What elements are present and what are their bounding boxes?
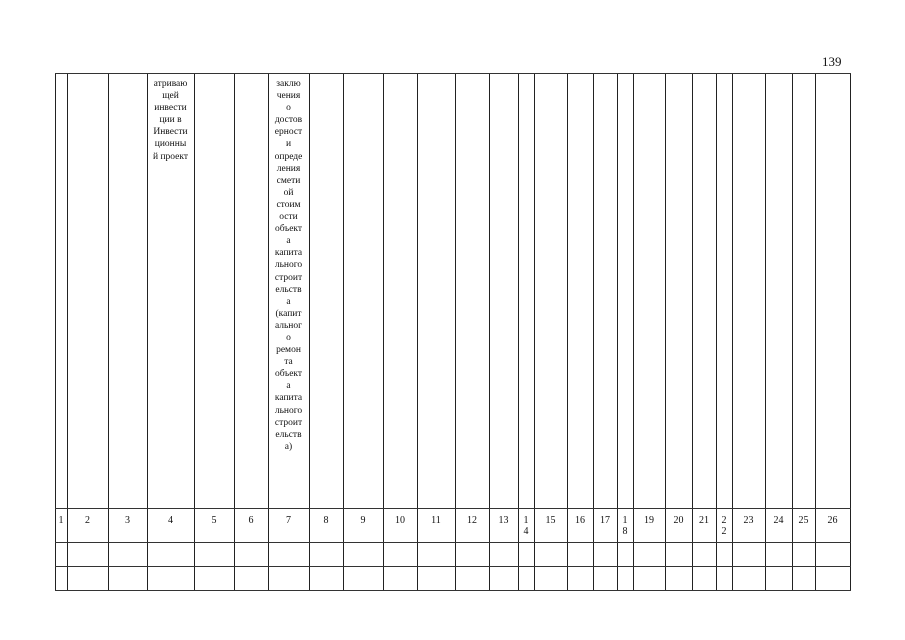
column-border — [309, 73, 310, 590]
column-number: 7 — [286, 515, 291, 526]
column-number: 11 — [431, 515, 441, 526]
row-border — [55, 566, 851, 567]
column-number: 2 — [85, 515, 90, 526]
column-border — [417, 73, 418, 590]
column-number: 1 — [58, 515, 64, 526]
column-border — [383, 73, 384, 590]
column-border — [268, 73, 269, 590]
header-cell-col4: атриваю щей инвести ции в Инвести ционны… — [152, 79, 189, 162]
column-number: 24 — [773, 515, 784, 526]
column-border — [692, 73, 693, 590]
column-border — [815, 73, 816, 590]
column-border — [633, 73, 634, 590]
column-number: 1 4 — [523, 515, 529, 537]
column-number: 10 — [395, 515, 405, 526]
column-border — [534, 73, 535, 590]
column-number: 23 — [743, 515, 754, 526]
column-number: 26 — [827, 515, 838, 526]
row-border — [55, 542, 851, 543]
row-border — [55, 590, 851, 591]
column-border — [343, 73, 344, 590]
column-border — [850, 73, 851, 590]
column-number: 15 — [545, 515, 556, 526]
column-number: 13 — [498, 515, 509, 526]
column-number: 1 8 — [622, 515, 628, 537]
column-border — [67, 73, 68, 590]
column-border — [732, 73, 733, 590]
column-number: 16 — [575, 515, 585, 526]
column-number: 6 — [248, 515, 254, 526]
column-number: 3 — [125, 515, 130, 526]
column-number: 25 — [798, 515, 809, 526]
column-border — [489, 73, 490, 590]
column-number: 17 — [600, 515, 610, 526]
column-border — [765, 73, 766, 590]
column-border — [716, 73, 717, 590]
column-border — [55, 73, 56, 590]
column-border — [194, 73, 195, 590]
column-number: 19 — [644, 515, 654, 526]
row-border — [55, 508, 851, 509]
column-number: 2 2 — [721, 515, 727, 537]
column-border — [567, 73, 568, 590]
page-number: 139 — [822, 54, 842, 69]
column-number: 4 — [168, 515, 173, 526]
column-border — [593, 73, 594, 590]
column-border — [108, 73, 109, 590]
column-number: 21 — [699, 515, 709, 526]
column-border — [617, 73, 618, 590]
row-border — [55, 73, 851, 74]
column-border — [518, 73, 519, 590]
column-border — [455, 73, 456, 590]
column-border — [665, 73, 666, 590]
column-number: 9 — [360, 515, 366, 526]
column-border — [234, 73, 235, 590]
header-cell-col7: заклю чения о достов ерност и опреде лен… — [274, 79, 303, 452]
column-number: 5 — [211, 515, 217, 526]
column-number: 20 — [673, 515, 684, 526]
column-number: 8 — [323, 515, 329, 526]
column-number: 12 — [467, 515, 477, 526]
column-border — [792, 73, 793, 590]
column-border — [147, 73, 148, 590]
